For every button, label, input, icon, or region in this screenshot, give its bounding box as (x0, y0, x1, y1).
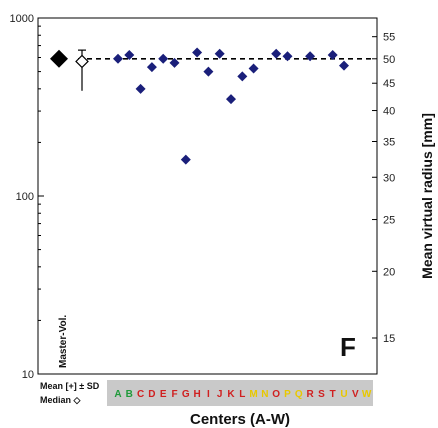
right-tick-label: 20 (383, 266, 395, 278)
master-mean-diamond (50, 49, 68, 68)
category-label-R: R (306, 389, 314, 400)
right-tick-label: 25 (383, 215, 395, 227)
category-label-M: M (249, 389, 257, 400)
right-axis-label: Mean virtual radius [mm] (419, 113, 435, 279)
data-point-B (124, 49, 135, 60)
category-label-S: S (318, 389, 325, 400)
category-strip (107, 380, 373, 406)
right-tick-label: 30 (383, 172, 395, 184)
category-label-C: C (137, 389, 144, 400)
data-point-L (237, 71, 248, 82)
category-label-F: F (171, 389, 177, 400)
data-points (113, 47, 349, 165)
panel-label: F (340, 332, 356, 362)
data-point-U (339, 60, 349, 71)
category-label-A: A (114, 389, 121, 400)
category-label-L: L (239, 389, 245, 400)
right-axis-ticks: 15 20 25 30 35 40 45 50 55 (372, 32, 395, 345)
left-axis-ticks: 10 100 1000 (10, 13, 44, 381)
data-point-O (271, 48, 282, 59)
data-point-F (169, 57, 180, 68)
data-point-H (192, 47, 203, 58)
master-vol-label: Master-Vol. (58, 315, 69, 368)
category-label-B: B (126, 389, 133, 400)
category-label-K: K (227, 389, 235, 400)
category-label-N: N (261, 389, 268, 400)
data-point-G (180, 154, 191, 165)
right-tick-label: 55 (383, 32, 395, 44)
category-label-O: O (272, 389, 280, 400)
category-label-H: H (193, 389, 200, 400)
right-tick-label: 40 (383, 106, 395, 118)
right-tick-label: 35 (383, 137, 395, 149)
data-point-P (282, 51, 293, 62)
legend-mean-sd: Mean [+] ± SD (40, 381, 100, 391)
category-label-I: I (207, 389, 210, 400)
right-tick-label: 45 (383, 78, 395, 90)
master-volume-marker (50, 49, 89, 91)
category-label-D: D (148, 389, 155, 400)
y-tick-label: 100 (16, 191, 34, 203)
category-label-T: T (330, 389, 336, 400)
right-tick-label: 50 (383, 54, 395, 66)
data-point-D (146, 62, 157, 73)
category-label-Q: Q (295, 389, 303, 400)
legend-median: Median ◇ (40, 395, 82, 405)
category-label-U: U (340, 389, 347, 400)
data-point-I (203, 66, 214, 77)
data-point-K (226, 94, 236, 105)
y-tick-label: 10 (22, 369, 34, 381)
right-tick-label: 15 (383, 333, 395, 345)
category-label-J: J (217, 389, 223, 400)
data-point-C (135, 83, 146, 94)
master-median-diamond (75, 54, 89, 69)
category-label-W: W (362, 389, 372, 400)
data-point-M (248, 63, 259, 74)
data-point-E (158, 53, 169, 64)
category-label-P: P (284, 389, 291, 400)
x-axis-label: Centers (A-W) (190, 411, 290, 428)
category-label-G: G (182, 389, 190, 400)
category-label-E: E (160, 389, 167, 400)
data-point-A (113, 53, 123, 64)
y-tick-label: 1000 (10, 13, 34, 25)
data-point-T (327, 49, 338, 60)
category-label-V: V (352, 389, 359, 400)
data-point-R (305, 51, 316, 62)
data-point-J (214, 48, 225, 59)
